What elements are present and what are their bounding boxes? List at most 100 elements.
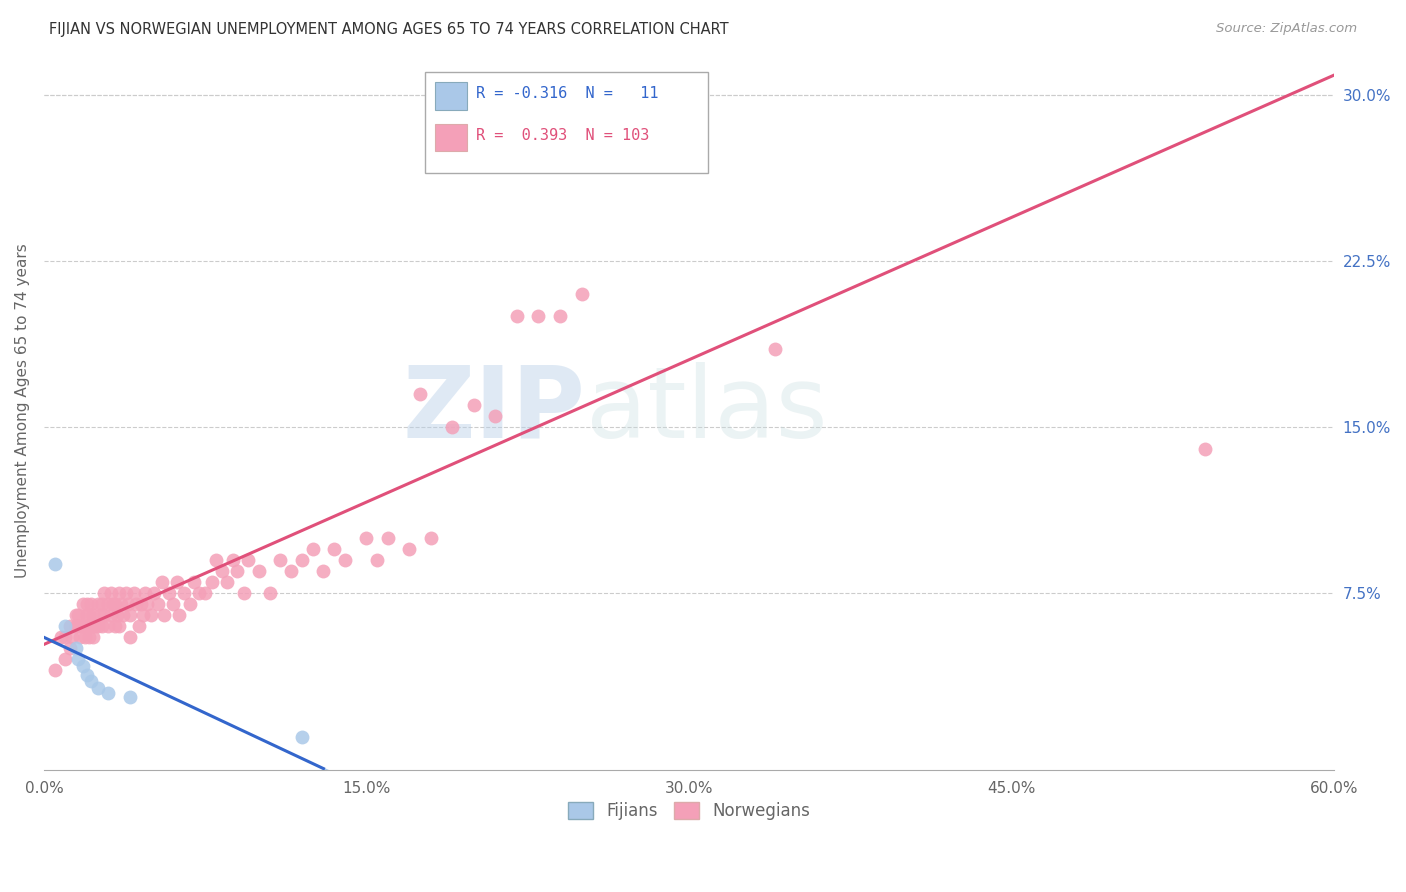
Text: ZIP: ZIP [404, 362, 586, 458]
Point [93, 608, 115, 623]
Point [312, 564, 335, 578]
Point [86, 597, 108, 611]
Point [134, 586, 156, 600]
Point [104, 619, 127, 633]
Point [59, 619, 82, 633]
Point [112, 608, 135, 623]
Point [269, 553, 291, 567]
Point [259, 586, 281, 600]
Point [105, 608, 128, 623]
Point [463, 398, 485, 412]
Point [76, 608, 98, 623]
Point [67, 608, 90, 623]
Point [60, 630, 83, 644]
Point [441, 420, 464, 434]
Point [89, 608, 111, 623]
Point [136, 597, 159, 611]
Bar [434, 82, 467, 110]
Point [232, 586, 254, 600]
Point [142, 586, 165, 600]
Point [153, 608, 176, 623]
Point [226, 564, 249, 578]
Point [80, 619, 103, 633]
Text: R = -0.316  N =   11: R = -0.316 N = 11 [477, 87, 658, 102]
Point [55, 652, 77, 666]
Point [101, 597, 124, 611]
Point [77, 630, 100, 644]
Point [69, 630, 91, 644]
Point [97, 597, 120, 611]
Point [104, 597, 127, 611]
Point [484, 409, 506, 423]
Point [76, 597, 98, 611]
Point [108, 586, 131, 600]
Point [333, 553, 356, 567]
Point [205, 553, 228, 567]
Point [65, 619, 87, 633]
Point [65, 641, 87, 656]
Point [179, 597, 201, 611]
Point [409, 386, 432, 401]
Point [366, 553, 388, 567]
Point [44, 664, 66, 678]
Point [166, 574, 188, 589]
Point [100, 586, 122, 600]
Point [291, 553, 314, 567]
Point [114, 586, 136, 600]
Point [86, 681, 108, 695]
Point [67, 652, 90, 666]
Point [76, 619, 98, 633]
Point [91, 597, 114, 611]
Point [125, 597, 148, 611]
Point [571, 287, 593, 301]
Point [634, 154, 657, 169]
Point [323, 541, 346, 556]
Point [49, 630, 72, 644]
Point [84, 619, 107, 633]
Bar [434, 124, 467, 152]
Point [157, 586, 180, 600]
Point [97, 685, 120, 699]
Point [247, 564, 270, 578]
Point [129, 597, 152, 611]
Y-axis label: Unemployment Among Ages 65 to 74 years: Unemployment Among Ages 65 to 74 years [15, 243, 30, 578]
Point [183, 574, 205, 589]
Point [72, 597, 94, 611]
Point [146, 597, 169, 611]
Point [506, 310, 529, 324]
Point [548, 310, 571, 324]
Point [215, 574, 238, 589]
Point [763, 343, 786, 357]
Point [91, 619, 114, 633]
Point [420, 531, 443, 545]
Point [1194, 442, 1216, 456]
Point [291, 730, 314, 744]
Point [194, 586, 217, 600]
Point [201, 574, 224, 589]
Point [128, 619, 150, 633]
Point [59, 641, 82, 656]
Point [222, 553, 245, 567]
Point [118, 690, 141, 704]
Point [118, 630, 141, 644]
Point [86, 619, 108, 633]
Point [118, 608, 141, 623]
Point [55, 619, 77, 633]
Point [122, 586, 145, 600]
FancyBboxPatch shape [425, 72, 709, 173]
Point [72, 619, 94, 633]
Text: atlas: atlas [586, 362, 827, 458]
Point [82, 630, 104, 644]
Point [76, 668, 98, 682]
Point [169, 608, 191, 623]
Point [132, 608, 155, 623]
Point [398, 541, 420, 556]
Point [173, 586, 195, 600]
Point [162, 597, 184, 611]
Text: Source: ZipAtlas.com: Source: ZipAtlas.com [1216, 22, 1357, 36]
Text: R =  0.393  N = 103: R = 0.393 N = 103 [477, 128, 650, 143]
Point [211, 564, 233, 578]
Point [150, 574, 173, 589]
Point [97, 619, 120, 633]
Point [72, 659, 94, 673]
